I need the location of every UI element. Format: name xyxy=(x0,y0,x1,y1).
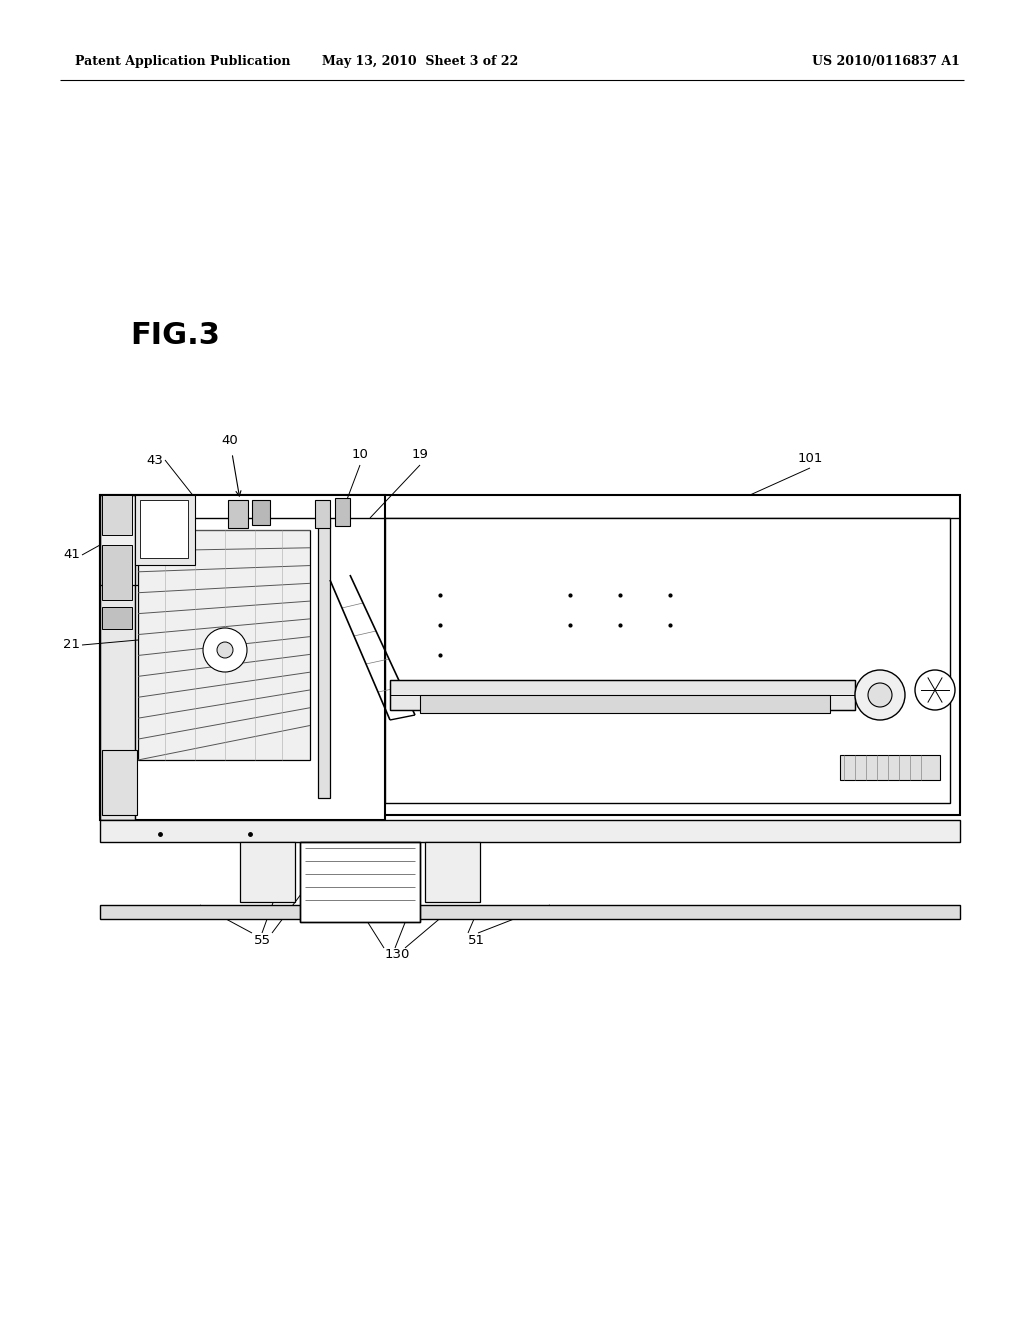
Bar xyxy=(140,500,188,558)
Bar xyxy=(102,750,137,814)
Bar xyxy=(318,517,330,799)
Text: FIG.3: FIG.3 xyxy=(130,321,220,350)
Text: 130: 130 xyxy=(385,949,411,961)
Circle shape xyxy=(855,671,905,719)
Bar xyxy=(102,545,132,601)
Bar xyxy=(100,495,385,820)
Text: Patent Application Publication: Patent Application Publication xyxy=(75,55,291,69)
Bar xyxy=(100,906,961,919)
Bar xyxy=(100,820,961,842)
Bar xyxy=(390,680,855,710)
Text: 21: 21 xyxy=(63,639,80,652)
Text: 55: 55 xyxy=(254,933,270,946)
Text: 10: 10 xyxy=(351,449,369,462)
Bar xyxy=(102,495,132,535)
Polygon shape xyxy=(138,531,310,760)
Bar xyxy=(420,696,830,713)
Bar xyxy=(100,495,135,820)
Text: 101: 101 xyxy=(798,451,822,465)
Bar xyxy=(385,517,950,803)
Bar xyxy=(390,680,855,710)
Bar xyxy=(300,842,420,921)
Text: May 13, 2010  Sheet 3 of 22: May 13, 2010 Sheet 3 of 22 xyxy=(322,55,518,69)
Bar xyxy=(228,500,248,528)
Circle shape xyxy=(203,628,247,672)
Text: US 2010/0116837 A1: US 2010/0116837 A1 xyxy=(812,55,961,69)
Circle shape xyxy=(217,642,233,657)
Text: 40: 40 xyxy=(221,433,239,446)
Bar xyxy=(425,842,480,902)
Bar xyxy=(240,842,295,902)
Bar xyxy=(100,495,135,820)
Bar xyxy=(315,500,330,528)
Text: 41: 41 xyxy=(63,549,80,561)
Text: 19: 19 xyxy=(412,449,428,462)
Bar xyxy=(300,842,420,921)
Circle shape xyxy=(868,682,892,708)
Text: 51: 51 xyxy=(468,933,485,946)
Bar xyxy=(102,607,132,630)
Text: 43: 43 xyxy=(146,454,164,466)
Bar xyxy=(840,755,940,780)
Bar xyxy=(335,498,350,525)
Bar xyxy=(100,495,961,814)
Circle shape xyxy=(915,671,955,710)
Bar xyxy=(100,495,175,585)
Bar xyxy=(252,500,270,525)
Bar xyxy=(135,495,195,565)
